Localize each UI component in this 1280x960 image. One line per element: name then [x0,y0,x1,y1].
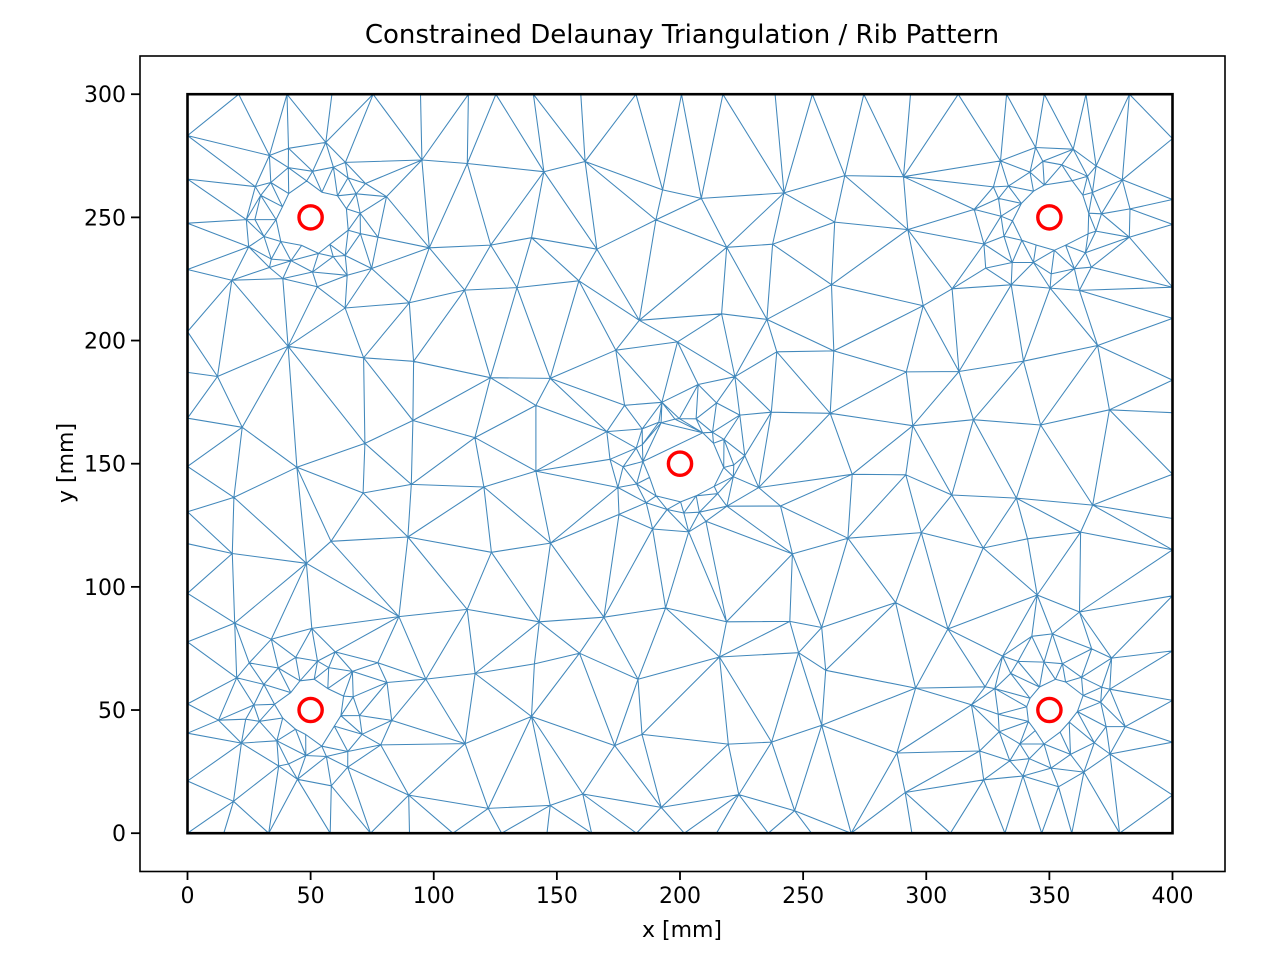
y-tick-label: 250 [84,206,126,231]
y-tick-label: 100 [84,576,126,601]
hole-marker-circle [1036,696,1063,724]
plate-outline-layer [186,92,1174,835]
x-tick-label: 250 [782,884,824,909]
y-axis-label: y [mm] [54,423,79,503]
y-tick-label: 150 [84,453,126,478]
x-tick-label: 350 [1028,884,1070,909]
hole-marker-circle [297,696,324,724]
axes-frame [139,55,1226,873]
hole-marker-circle [1036,204,1063,231]
y-tick-label: 300 [84,83,126,108]
x-tick-label: 200 [659,884,701,909]
axis-ticks: 0 50 100 150 200 250 300 350 400 0 50 100 150 200 250 3… [84,83,1194,909]
x-tick-label: 100 [413,884,455,909]
x-tick-label: 300 [905,884,947,909]
mesh-layer [186,93,1174,834]
hole-marker-circle [666,450,694,478]
y-tick-label: 50 [98,699,126,724]
x-tick-label: 50 [297,884,325,909]
x-axis-label: x [mm] [642,918,722,943]
y-tick-label: 200 [84,330,126,355]
y-tick-label: 0 [112,822,126,847]
hole-marker-circle [297,204,324,231]
plate-outline [186,92,1174,835]
hole-markers-layer [297,204,1063,724]
x-tick-label: 400 [1152,884,1194,909]
x-tick-label: 0 [181,884,195,909]
x-tick-label: 150 [536,884,578,909]
mesh-edges [186,93,1174,834]
plot-title: Constrained Delaunay Triangulation / Rib… [365,20,999,50]
